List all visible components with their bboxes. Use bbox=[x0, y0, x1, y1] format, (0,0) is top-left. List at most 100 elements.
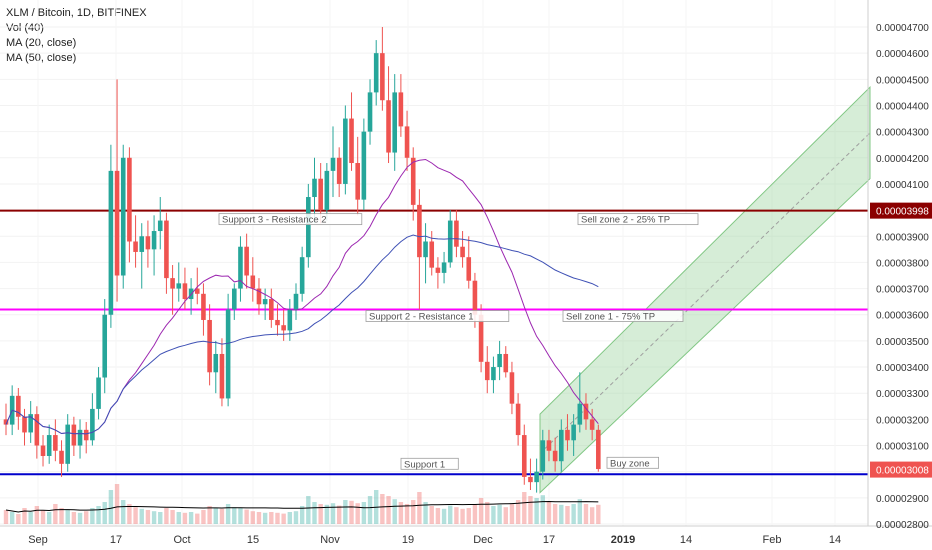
volume-bar bbox=[380, 494, 385, 524]
volume-bar bbox=[269, 512, 274, 524]
candles bbox=[3, 27, 601, 493]
annotation-box[interactable] bbox=[606, 456, 659, 469]
candle-body bbox=[145, 236, 151, 250]
candle-body bbox=[114, 170, 120, 276]
candle-body bbox=[515, 403, 521, 436]
volume-bar bbox=[330, 503, 336, 524]
legend-volume: Vol (40) bbox=[6, 22, 44, 34]
candle-body bbox=[503, 353, 509, 373]
annotation-box[interactable] bbox=[365, 310, 510, 322]
annotation-label[interactable]: Sell zone 2 - 25% TP bbox=[581, 215, 670, 226]
annotations[interactable]: Support 3 - Resistance 2 Sell zone 2 - 25… bbox=[218, 213, 699, 471]
candle-body bbox=[53, 435, 58, 451]
channel-layer[interactable] bbox=[539, 85, 871, 494]
volume-bar bbox=[349, 500, 354, 524]
volume-bar bbox=[361, 502, 367, 524]
y-tick-label: 0.00004200 bbox=[876, 154, 929, 165]
volume-bar bbox=[114, 484, 120, 524]
x-tick-label: Nov bbox=[320, 534, 340, 546]
candle-body bbox=[182, 283, 188, 300]
volume-bar bbox=[324, 504, 330, 524]
candle-body bbox=[392, 92, 398, 153]
volume-bar bbox=[404, 504, 410, 524]
candle-body bbox=[552, 450, 558, 462]
volume-bar bbox=[133, 507, 138, 524]
volume-bar bbox=[9, 512, 15, 524]
annotation-box[interactable] bbox=[577, 213, 699, 226]
candle-body bbox=[231, 288, 237, 310]
price-label-badge bbox=[870, 461, 932, 478]
candle-body bbox=[478, 314, 484, 362]
candle-body bbox=[127, 157, 132, 242]
x-tick-label: 2019 bbox=[611, 534, 635, 546]
candle-body bbox=[355, 163, 360, 200]
candle-body bbox=[194, 288, 200, 294]
x-tick-label: Feb bbox=[763, 534, 782, 546]
annotation-label[interactable]: Support 3 - Resistance 2 bbox=[222, 215, 327, 226]
volume-bar bbox=[96, 506, 101, 524]
x-tick-label: 17 bbox=[110, 534, 122, 546]
candle-body bbox=[521, 435, 527, 477]
candle-body bbox=[596, 429, 601, 470]
candle-body bbox=[269, 299, 274, 320]
volume-bar bbox=[478, 498, 484, 524]
volume-bar bbox=[466, 508, 471, 524]
annotation-label[interactable]: Support 1 bbox=[404, 459, 445, 470]
candle-body bbox=[361, 131, 367, 200]
ascending-channel[interactable] bbox=[539, 85, 871, 494]
annotation-label[interactable]: Support 2 - Resistance 1 bbox=[369, 312, 474, 323]
candle-body bbox=[40, 445, 46, 456]
candle-body bbox=[534, 471, 539, 483]
y-tick-label: 0.00004500 bbox=[876, 75, 929, 86]
volume-bar bbox=[596, 504, 601, 524]
candle-body bbox=[583, 403, 589, 420]
volume-bar bbox=[16, 514, 21, 524]
annotation-box[interactable] bbox=[218, 213, 363, 226]
volume-bar bbox=[238, 508, 243, 524]
candle-body bbox=[460, 246, 465, 258]
volume-bar bbox=[386, 496, 391, 524]
candle-body bbox=[16, 395, 21, 417]
volume-bar bbox=[546, 502, 552, 524]
annotation-label[interactable]: Sell zone 1 - 75% TP bbox=[566, 312, 655, 323]
annotation-box[interactable] bbox=[400, 457, 459, 470]
y-tick-label: 0.00003100 bbox=[876, 442, 929, 453]
volume-bar bbox=[158, 512, 163, 524]
candle-body bbox=[22, 416, 27, 433]
volume-bar bbox=[34, 506, 40, 524]
candle-body bbox=[423, 241, 428, 258]
volume-bar bbox=[509, 504, 515, 524]
volume-bar bbox=[448, 505, 453, 524]
y-tick-label: 0.00002800 bbox=[876, 520, 929, 531]
y-tick-label: 0.00003600 bbox=[876, 311, 929, 322]
candle-body bbox=[238, 246, 243, 289]
x-tick-label: 14 bbox=[829, 534, 841, 546]
volume-bar bbox=[213, 508, 218, 524]
ma50-line bbox=[5, 234, 599, 435]
annotation-box[interactable] bbox=[562, 310, 684, 322]
volume-bar bbox=[497, 504, 502, 524]
y-tick-label: 0.00004300 bbox=[876, 128, 929, 139]
candle-body bbox=[306, 197, 311, 258]
volume-bar bbox=[515, 500, 521, 524]
candle-body bbox=[466, 257, 472, 281]
volume-bar bbox=[571, 504, 576, 524]
candle-body bbox=[28, 414, 33, 433]
candle-body bbox=[546, 440, 552, 451]
volume-bar bbox=[275, 512, 280, 524]
x-tick-label: 17 bbox=[543, 534, 555, 546]
volume-bar bbox=[145, 510, 151, 524]
annotation-label[interactable]: Buy zone bbox=[610, 458, 650, 469]
support-resistance-lines[interactable] bbox=[0, 209, 868, 476]
x-tick-label: 19 bbox=[402, 534, 414, 546]
candle-body bbox=[3, 419, 9, 425]
candle-body bbox=[293, 293, 299, 310]
candle-body bbox=[343, 118, 348, 184]
candle-body bbox=[571, 424, 576, 441]
volume-bar bbox=[423, 502, 428, 524]
volume-bar bbox=[287, 512, 293, 524]
legend-ma50: MA (50, close) bbox=[6, 52, 77, 64]
candle-body bbox=[454, 220, 459, 247]
